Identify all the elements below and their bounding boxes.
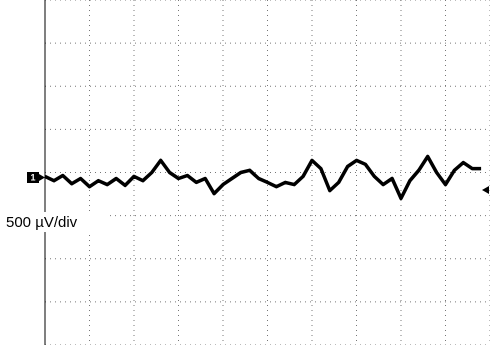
trace-group [44,154,482,201]
channel-box [27,172,39,183]
channel-marker: 1 [27,172,45,183]
grid [44,0,490,345]
trace-line [44,154,482,201]
channel-label: 1 [30,172,35,182]
channel-arrow [39,174,45,181]
label-bg [4,212,107,232]
scale-label: 500 µV/div [6,214,78,231]
trigger-arrow [482,186,489,194]
